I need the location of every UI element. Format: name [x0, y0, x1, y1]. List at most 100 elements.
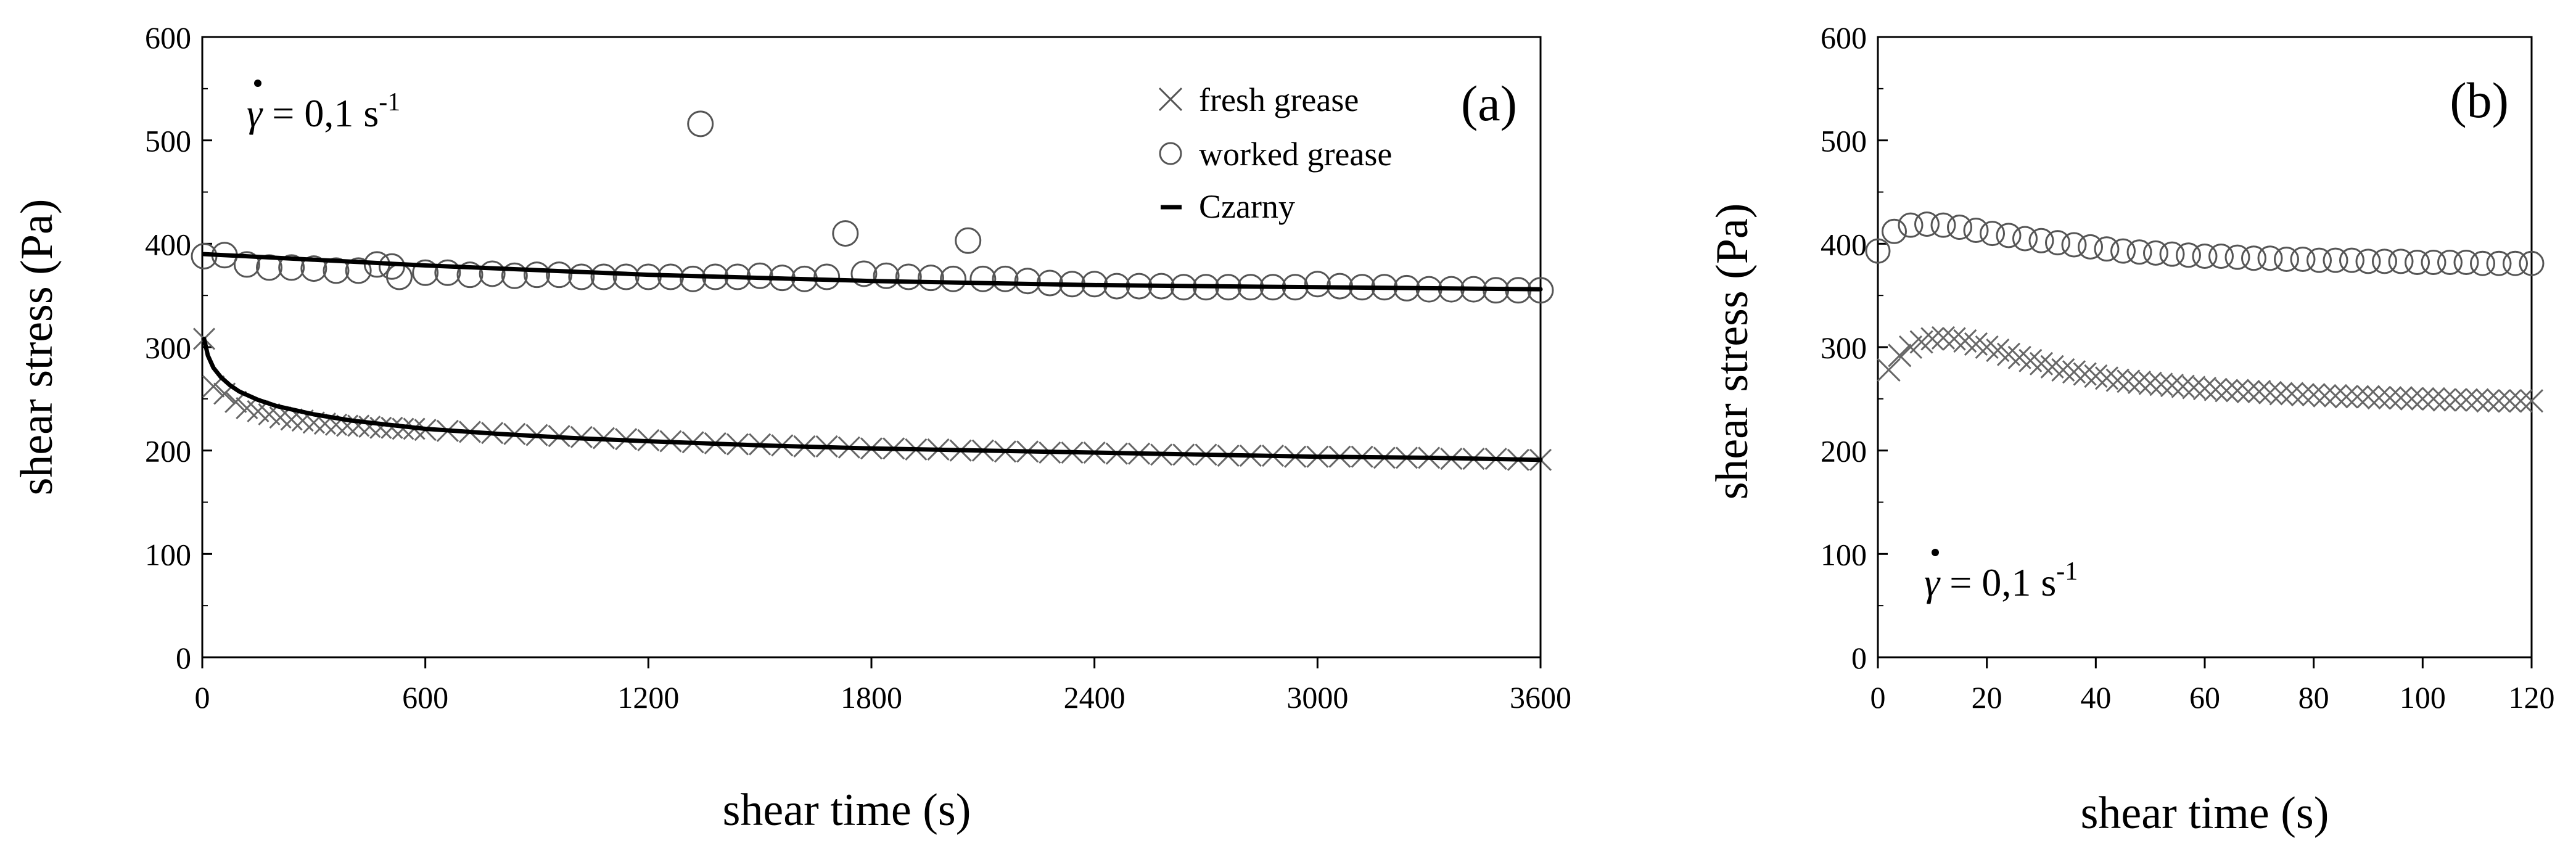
point-worked-grease — [2045, 230, 2070, 256]
point-fresh-grease — [2498, 389, 2522, 413]
point-fresh-grease — [2247, 380, 2271, 404]
point-worked-grease — [680, 265, 707, 292]
point-worked-grease — [2110, 238, 2136, 264]
point-worked-grease — [2224, 244, 2250, 270]
point-fresh-grease — [2117, 369, 2141, 393]
point-worked-grease — [2274, 246, 2299, 272]
point-worked-grease — [2143, 240, 2168, 266]
point-worked-grease — [1304, 271, 1331, 298]
panel-b-y-tick-label: 0 — [1851, 641, 1867, 675]
panel-b-y-tick-label: 200 — [1821, 434, 1867, 469]
panel-b-x-tick-label: 80 — [2298, 680, 2329, 715]
point-worked-grease — [2388, 248, 2414, 274]
point-fresh-grease — [2476, 389, 2500, 413]
point-worked-grease — [955, 227, 982, 254]
point-worked-grease — [1865, 238, 1891, 264]
panel-a-y-axis-label: shear stress (Pa) — [12, 199, 62, 496]
point-worked-grease — [323, 257, 350, 284]
point-worked-grease — [456, 261, 484, 289]
series-line-czarny — [202, 252, 1543, 292]
panel-b-y-tick-label: 400 — [1821, 227, 1867, 261]
point-fresh-grease — [2127, 370, 2152, 395]
panel-b-y-tick-label: 500 — [1821, 124, 1867, 158]
panel-a-y-tick-label: 500 — [145, 124, 191, 158]
point-fresh-grease — [2236, 380, 2260, 404]
panel-b-rate-symbol: γ — [1924, 560, 1941, 604]
point-fresh-grease — [2323, 384, 2348, 408]
point-fresh-grease — [2519, 389, 2544, 413]
point-worked-grease — [2486, 250, 2512, 276]
legend-entry-worked-grease: worked grease — [1159, 136, 1392, 173]
point-worked-grease — [590, 263, 617, 290]
point-fresh-grease — [2465, 388, 2489, 412]
panel-b-label: (b) — [2450, 72, 2509, 128]
point-fresh-grease — [2334, 385, 2358, 409]
point-worked-grease — [2470, 250, 2495, 276]
panel-b-series — [1865, 211, 2545, 413]
panel-a-y-tick-label: 400 — [145, 227, 191, 261]
point-fresh-grease — [2421, 387, 2446, 411]
point-worked-grease — [850, 260, 878, 287]
point-worked-grease — [2257, 245, 2283, 271]
point-fresh-grease — [1888, 343, 1912, 367]
panel-b-x-ticks: 0 20 40 60 80 100 120 — [1870, 657, 2555, 715]
legend-entry-fresh-grease: fresh grease — [1158, 81, 1359, 118]
panel-a-y-tick-label: 600 — [145, 20, 191, 55]
point-fresh-grease — [2084, 364, 2108, 388]
point-worked-grease — [612, 263, 640, 290]
point-worked-grease — [1963, 218, 1989, 244]
point-worked-grease — [992, 265, 1019, 292]
point-worked-grease — [278, 254, 305, 281]
panel-b-x-tick-label: 100 — [2400, 680, 2446, 715]
point-worked-grease — [1014, 268, 1041, 295]
point-fresh-grease — [2302, 383, 2326, 407]
point-worked-grease — [2437, 250, 2463, 276]
point-fresh-grease — [2356, 385, 2381, 409]
point-fresh-grease — [2432, 388, 2456, 412]
panel-a-x-tick-label: 1200 — [617, 680, 679, 715]
point-worked-grease — [1914, 211, 1940, 237]
point-fresh-grease — [2225, 379, 2250, 403]
point-fresh-grease — [2215, 379, 2239, 403]
panel-b-x-tick-label: 120 — [2509, 680, 2555, 715]
panel-a-rate-symbol: γ — [247, 91, 263, 135]
point-worked-grease — [2421, 250, 2446, 276]
legend-entry-czarny: Czarny — [1161, 188, 1295, 225]
point-fresh-grease — [2269, 382, 2293, 406]
point-worked-grease — [2519, 250, 2545, 276]
series-line-czarny — [202, 337, 1543, 462]
point-fresh-grease — [1942, 327, 1966, 351]
point-fresh-grease — [2487, 389, 2511, 413]
point-worked-grease — [524, 261, 550, 289]
panel-a-x-tick-label: 1800 — [841, 680, 902, 715]
panel-b-y-tick-label: 600 — [1821, 20, 1867, 55]
point-fresh-grease — [2149, 372, 2173, 396]
point-worked-grease — [300, 255, 327, 282]
point-fresh-grease — [2345, 385, 2369, 409]
point-worked-grease — [1947, 215, 1972, 240]
legend-cross-marker — [1158, 87, 1183, 112]
panel-a-y-tick-label: 200 — [145, 434, 191, 469]
point-fresh-grease — [2105, 368, 2130, 392]
panel-a-rate-unit-superscript: -1 — [379, 88, 400, 117]
panel-a-y-tick-label: 300 — [145, 330, 191, 365]
panel-b-rate-text: γ = 0,1 s-1 — [1924, 557, 2078, 604]
panel-b-rate-annotation: γ = 0,1 s-1 — [1924, 549, 2078, 604]
point-fresh-grease — [2138, 371, 2162, 395]
point-fresh-grease — [1920, 327, 1944, 351]
panel-a-label: (a) — [1461, 75, 1517, 131]
point-fresh-grease — [2509, 389, 2533, 413]
panel-b-rate-value: = 0,1 s — [1940, 560, 2056, 604]
panel-b-y-ticks: 0 100 200 300 400 500 600 — [1821, 20, 1888, 675]
panel-a-y-ticks: 0 100 200 300 400 500 600 — [145, 20, 212, 675]
panel-b-rate-dot — [1932, 549, 1939, 556]
point-fresh-grease — [358, 416, 381, 438]
point-fresh-grease — [1877, 358, 1901, 382]
panel-b: 0 100 200 300 400 500 600 0 20 40 60 80 100 120 shea… — [1707, 20, 2555, 839]
point-fresh-grease — [392, 417, 414, 440]
point-fresh-grease — [2389, 386, 2413, 410]
panel-a-x-ticks: 0 600 1200 1800 2400 3000 3600 — [195, 657, 1571, 715]
point-fresh-grease — [2073, 362, 2097, 386]
panel-b-y-axis-label: shear stress (Pa) — [1707, 203, 1758, 500]
